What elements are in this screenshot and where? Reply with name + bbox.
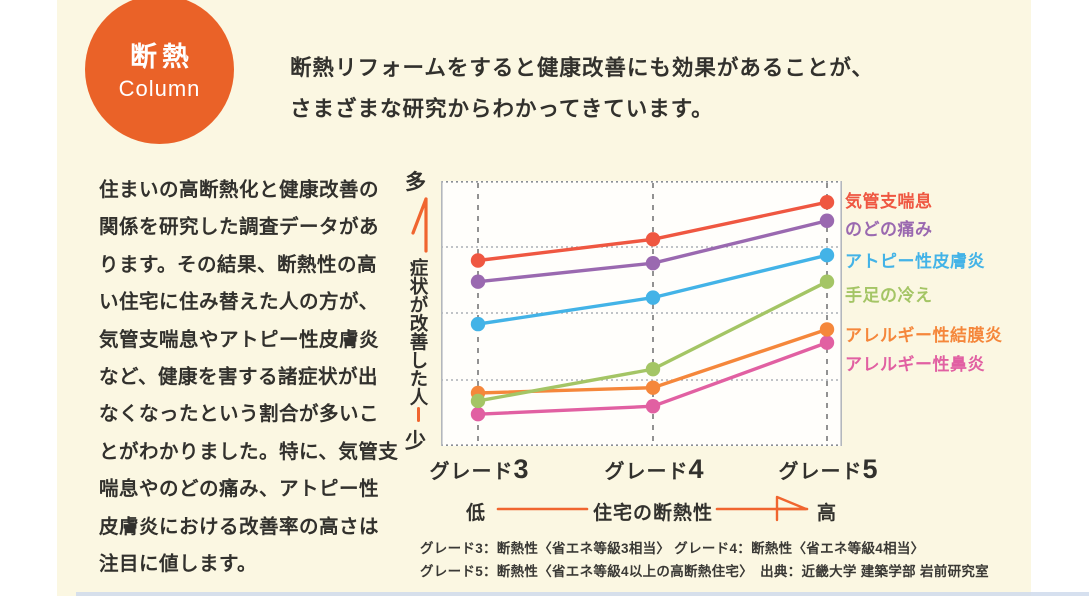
y-axis-bottom-label: 少 (405, 430, 426, 453)
column-badge: 断熱 Column (85, 0, 234, 144)
x-category-grade5: グレード5 (778, 454, 878, 484)
footnote-line2: グレード5：断熱性〈省エネ等級4以上の高断熱住宅〉 出典：近畿大学 建築学部 岩… (420, 563, 989, 579)
x-axis-title: 住宅の断熱性 (592, 503, 713, 524)
x-category-grade3: グレード3 (429, 454, 529, 484)
legend-item-allergic-rhinitis: アレルギー性鼻炎 (845, 355, 985, 374)
legend-item-allergic-conjunctivitis: アレルギー性結膜炎 (845, 326, 1003, 345)
y-axis-title: 症状が改善した人 (408, 258, 429, 406)
health-improvement-line-chart (441, 181, 843, 447)
x-axis-high-label: 高 (817, 503, 837, 524)
page-title-line1: 断熱リフォームをすると健康改善にも効果があることが、 (290, 56, 874, 80)
x-axis-direction-arrow-icon (496, 495, 809, 522)
legend-item-cold-limbs: 手足の冷え (845, 286, 933, 305)
page-title-line2: さまざまな研究からわかってきています。 (290, 97, 714, 121)
x-category-grade4: グレード4 (604, 454, 704, 484)
y-axis-bottom-tick (417, 407, 421, 422)
footnotes: グレード3：断熱性〈省エネ等級3相当〉 グレード4：断熱性〈省エネ等級4相当〉 … (420, 538, 989, 583)
body-paragraph: 住まいの高断熱化と健康改善の 関係を研究した調査データがあ ります。その結果、断… (99, 179, 399, 576)
legend-item-sore-throat: のどの痛み (845, 220, 933, 239)
legend-item-asthma: 気管支喘息 (845, 192, 933, 211)
x-axis-low-label: 低 (466, 503, 486, 524)
y-axis-up-arrow-icon (411, 197, 428, 253)
badge-title: 断熱 (130, 41, 194, 72)
bottom-edge-strip (76, 592, 1089, 596)
page-title: 断熱リフォームをすると健康改善にも効果があることが、 さまざまな研究からわかって… (290, 48, 874, 130)
legend-item-atopic-dermatitis: アトピー性皮膚炎 (845, 252, 985, 271)
y-axis-top-label: 多 (405, 171, 426, 194)
badge-subtitle: Column (118, 75, 201, 101)
footnote-line1: グレード3：断熱性〈省エネ等級3相当〉 グレード4：断熱性〈省エネ等級4相当〉 (420, 541, 925, 556)
